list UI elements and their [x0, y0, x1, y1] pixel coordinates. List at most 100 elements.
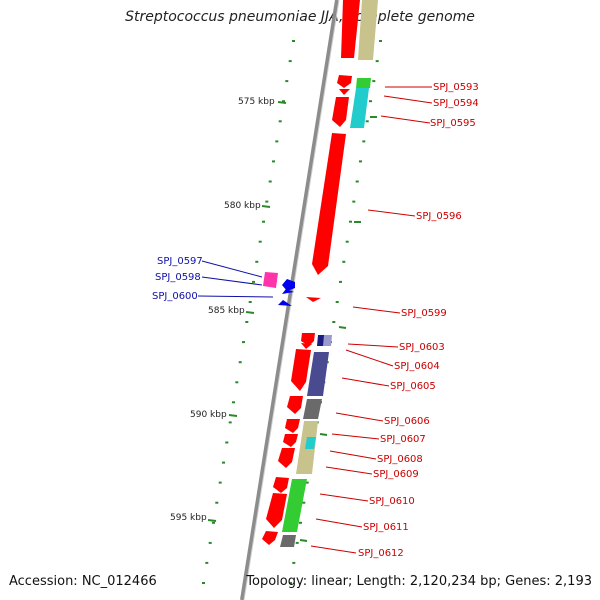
tick-label: 585 kbp: [208, 306, 245, 316]
scale-dot: [365, 120, 369, 123]
scale-dot: [255, 260, 259, 263]
cds-arrow-reverse: [278, 300, 292, 306]
cds-arrow: [285, 419, 300, 433]
gene-label: SPJ_0604: [394, 361, 440, 372]
scale-dot: [345, 240, 349, 243]
scale-dot: [372, 80, 376, 83]
scale-dot: [212, 521, 215, 524]
cds-block-magenta: [263, 272, 278, 288]
scale-dot: [332, 321, 336, 323]
cds-arrow: [266, 493, 287, 528]
cds-arrow: [278, 448, 295, 468]
accession-text: Accession: NC_012466: [9, 574, 157, 589]
gene-label: SPJ_0598: [155, 272, 201, 283]
scale-dot: [375, 60, 379, 63]
scale-dot: [252, 280, 255, 283]
scale-dot: [295, 541, 299, 544]
map-title: Streptococcus pneumoniae JJA, complete g…: [125, 9, 475, 25]
scale-tick-595: 595 kbp: [170, 513, 217, 523]
scale-dot: [208, 541, 212, 544]
gene-label: SPJ_0599: [401, 308, 447, 319]
scale-dot: [352, 200, 356, 203]
domain-bar-green: [356, 78, 371, 88]
cds-arrow: [262, 531, 278, 545]
scale-dot: [349, 220, 352, 223]
scale-dot: [215, 501, 219, 504]
scale-dot: [235, 381, 239, 384]
cds-arrow: [291, 349, 311, 391]
scale-dot: [275, 140, 279, 143]
gene-label: SPJ_0606: [384, 416, 430, 427]
scale-dot: [222, 461, 225, 464]
gene-label: SPJ_0607: [380, 434, 426, 445]
label-leaders-left: [197, 260, 274, 298]
domain-bar-khaki: [358, 0, 378, 60]
gene-label: SPJ_0605: [390, 381, 436, 392]
scale-dot: [362, 140, 366, 143]
scale-dot: [268, 180, 272, 183]
scale-dot: [232, 401, 235, 404]
scale-dot: [278, 120, 282, 123]
scale-dot: [369, 100, 372, 103]
cds-forward-strand: [262, 0, 360, 545]
scale-dot: [305, 481, 309, 484]
scale-tick-590: 590 kbp: [190, 410, 238, 420]
scale-dot: [262, 220, 265, 223]
cds-arrow: [301, 333, 315, 346]
gene-label: SPJ_0597: [157, 256, 203, 267]
scale-dot: [285, 80, 289, 83]
scale-tick-585: 585 kbp: [208, 306, 255, 316]
scale-dot: [242, 341, 245, 344]
gene-label: SPJ_0608: [377, 454, 423, 465]
cds-arrow: [273, 477, 289, 493]
scale-dot: [218, 481, 222, 484]
gene-label: SPJ_0596: [416, 211, 462, 222]
cds-arrow: [301, 343, 312, 349]
scale-dot: [258, 240, 262, 243]
scale-dot: [342, 260, 346, 263]
scale-dot: [355, 180, 359, 183]
gene-labels: SPJ_0593 SPJ_0594 SPJ_0595 SPJ_0596 SPJ_…: [152, 82, 479, 559]
cds-arrow: [341, 0, 360, 58]
scale-dot: [302, 501, 306, 504]
gene-label: SPJ_0595: [430, 118, 476, 129]
genome-backbone-highlight: [243, 0, 340, 600]
scale-dot: [238, 361, 242, 364]
cds-arrow: [337, 75, 352, 88]
gene-label: SPJ_0600: [152, 291, 198, 302]
gene-label: SPJ_0593: [433, 82, 479, 93]
scale-dot: [299, 521, 302, 524]
gene-label: SPJ_0603: [399, 342, 445, 353]
topology-text: Topology: linear; Length: 2,120,234 bp; …: [246, 574, 592, 589]
scale-dot: [265, 200, 269, 203]
tick-label: 580 kbp: [224, 201, 261, 211]
gene-label: SPJ_0612: [358, 548, 404, 559]
gene-label: SPJ_0610: [369, 496, 415, 507]
tick-label: 595 kbp: [170, 513, 207, 523]
domain-bar-grey-small: [323, 335, 332, 346]
scale-dot: [335, 301, 339, 303]
cds-arrow: [339, 89, 350, 95]
scale-dot: [289, 582, 292, 584]
scale-dot: [245, 321, 249, 323]
scale-dot: [379, 40, 382, 42]
cds-arrow: [287, 396, 303, 414]
cds-arrow: [306, 297, 321, 302]
scale-dot: [272, 160, 275, 163]
label-leaders-right: [310, 86, 433, 554]
cds-arrow-reverse: [282, 289, 294, 294]
domain-bar-grey-2: [280, 535, 296, 547]
cds-arrow-reverse: [282, 279, 295, 291]
scale-dot: [288, 60, 292, 63]
scale-dot: [202, 582, 205, 584]
right-scale-ticks: [299, 116, 377, 542]
domain-bar-grey: [303, 399, 322, 419]
domain-bar-green-2: [282, 479, 307, 532]
scale-dot: [205, 561, 209, 564]
domain-bar-slate: [307, 352, 329, 396]
scale-tick-575: 575 kbp: [238, 97, 287, 107]
scale-dot: [292, 40, 295, 42]
cds-arrow: [312, 133, 346, 275]
tick-label: 590 kbp: [190, 410, 227, 420]
